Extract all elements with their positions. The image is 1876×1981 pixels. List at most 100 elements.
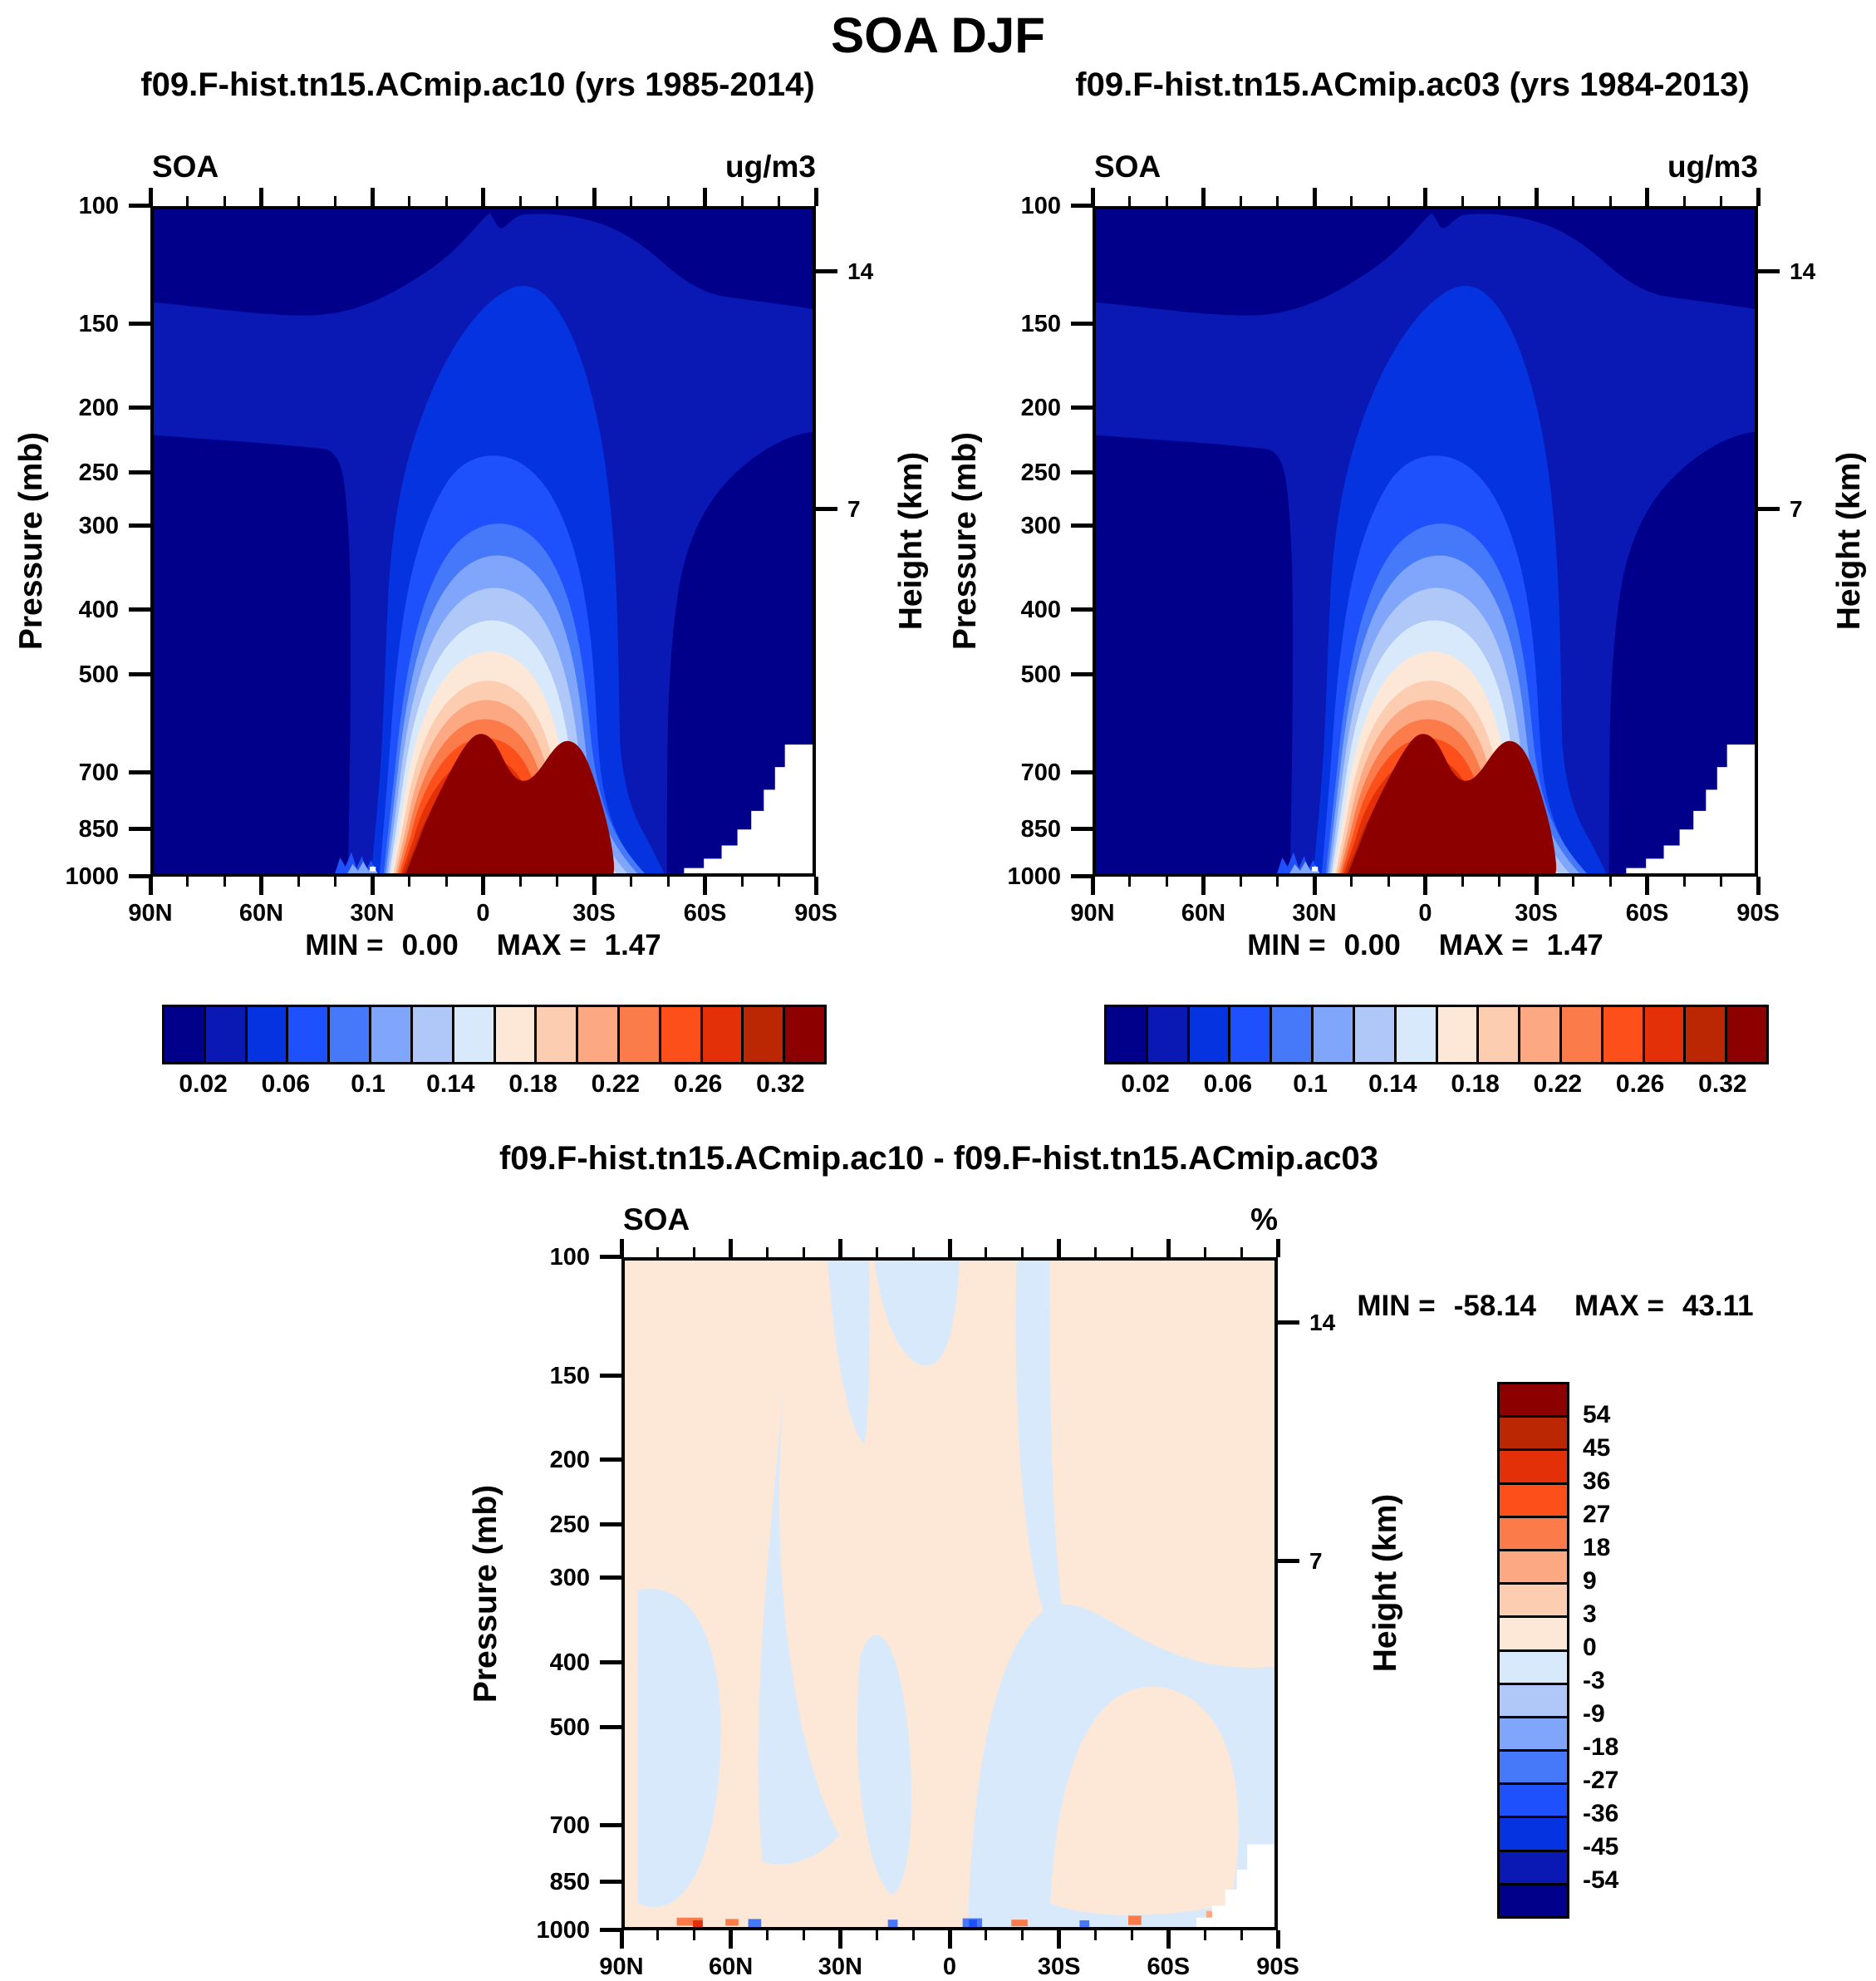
lat-tick-label: 90N [599,1954,644,1980]
contour-plot-graphic [154,209,813,873]
colorbar-cell [1500,1849,1567,1883]
lat-tick [693,1247,696,1257]
height-axis-title-right: Height (km) [1831,451,1867,631]
pressure-tick-label: 700 [1020,759,1061,786]
pressure-tick [1071,322,1093,327]
colorbar-label: 0.1 [351,1070,386,1098]
minmax-right: MIN = 0.00 MAX = 1.47 [1093,929,1758,962]
colorbar-cell [327,1007,370,1062]
height-tick-label: 14 [1309,1310,1336,1336]
lat-tick [1350,196,1353,206]
height-tick-label: 7 [1790,495,1803,522]
lat-tick [334,877,336,887]
lat-tick [1312,188,1317,206]
colorbar-cell [658,1007,700,1062]
colorbar-cell [1500,1582,1567,1616]
contour-plot-graphic [1096,209,1755,873]
lat-tick [1275,1930,1280,1949]
min-label: MIN = [1247,929,1326,961]
colorbar-cell [1500,1448,1567,1482]
pressure-tick [600,1373,621,1378]
colorbar-cell [1393,1007,1436,1062]
colorbar-label: 0.26 [1615,1070,1665,1098]
lat-tick [1534,877,1539,895]
pressure-tick [129,874,150,878]
pressure-tick [1071,672,1093,677]
lat-tick [1276,877,1279,887]
panel-right-field-label: SOA [1094,150,1161,184]
colorbar-cell [616,1007,659,1062]
colorbar-label: 0.06 [1203,1070,1253,1098]
minmax-diff: MIN = -58.14 MAX = 43.11 [1306,1290,1805,1323]
colorbar-cell [1352,1007,1394,1062]
pressure-tick-label: 300 [1020,512,1061,539]
lat-tick [666,196,670,206]
difference-contour-graphic [625,1261,1274,1927]
panel-right-units-label: ug/m3 [1667,150,1758,184]
antarctic-terrain-notch [1626,744,1755,873]
lat-tick [703,188,707,206]
lat-tick [766,1930,769,1940]
pressure-tick [129,405,150,410]
max-value: 1.47 [1546,929,1603,961]
colorbar-cell [1642,1007,1684,1062]
pressure-tick [129,322,150,327]
lat-tick [740,877,744,887]
lat-tick [481,188,485,206]
diff-panel-title: f09.F-hist.tn15.ACmip.ac10 - f09.F-hist.… [498,1140,1379,1177]
lat-tick-label: 60S [1625,900,1669,927]
colorbar-label: -45 [1583,1833,1619,1861]
lat-tick [1130,1930,1133,1940]
lat-tick [1021,1930,1024,1940]
colorbar-cell [1500,1615,1567,1649]
colorbar-label: 0.06 [261,1070,311,1098]
lat-tick [1130,1247,1133,1257]
lat-tick [729,1930,734,1949]
lat-tick [740,196,744,206]
lat-tick-label: 90S [1736,900,1780,927]
pressure-tick-label: 100 [549,1244,590,1271]
colorbar-label: -3 [1583,1667,1605,1694]
antarctic-terrain-notch [684,744,813,873]
lat-tick [518,196,522,206]
contour-panel-difference [621,1257,1278,1930]
colorbar-cell [1500,1384,1567,1416]
lat-tick [259,877,263,895]
pressure-tick [129,769,150,774]
pressure-tick [1071,769,1093,774]
lat-tick [1498,877,1500,887]
lat-tick [1239,196,1242,206]
lat-tick [148,877,153,895]
pressure-tick-label: 300 [78,512,119,539]
lat-tick [666,877,670,887]
lat-tick-label: 30S [1037,1954,1081,1980]
colorbar-label: 0.02 [179,1070,228,1098]
lat-tick [1756,877,1761,895]
colorbar-label: 0.14 [426,1070,475,1098]
pressure-tick-label: 1000 [1007,863,1061,890]
lat-tick [619,1239,624,1257]
lat-tick [1128,877,1131,887]
lat-tick [1387,877,1390,887]
lat-tick [1090,188,1095,206]
pressure-tick-label: 400 [1020,596,1061,623]
lat-tick [1312,877,1317,895]
lat-tick [813,188,818,206]
lat-tick [1090,877,1095,895]
minmax-left: MIN = 0.00 MAX = 1.47 [150,929,816,962]
pressure-tick-label: 300 [549,1565,590,1592]
diff-field-label: SOA [623,1202,690,1236]
lat-tick [911,1930,915,1940]
lat-tick [656,1247,660,1257]
colorbar-label: 0.26 [673,1070,723,1098]
pressure-tick-label: 200 [78,394,119,421]
colorbar-cell [451,1007,494,1062]
pressure-tick-label: 850 [1020,815,1061,843]
lat-tick-label: 0 [476,900,490,927]
colorbar-cell [1500,1882,1567,1916]
lat-tick [408,877,410,887]
colorbar-cell [1559,1007,1601,1062]
colorbar-label: 0.1 [1293,1070,1328,1098]
colorbar-cell [1476,1007,1519,1062]
